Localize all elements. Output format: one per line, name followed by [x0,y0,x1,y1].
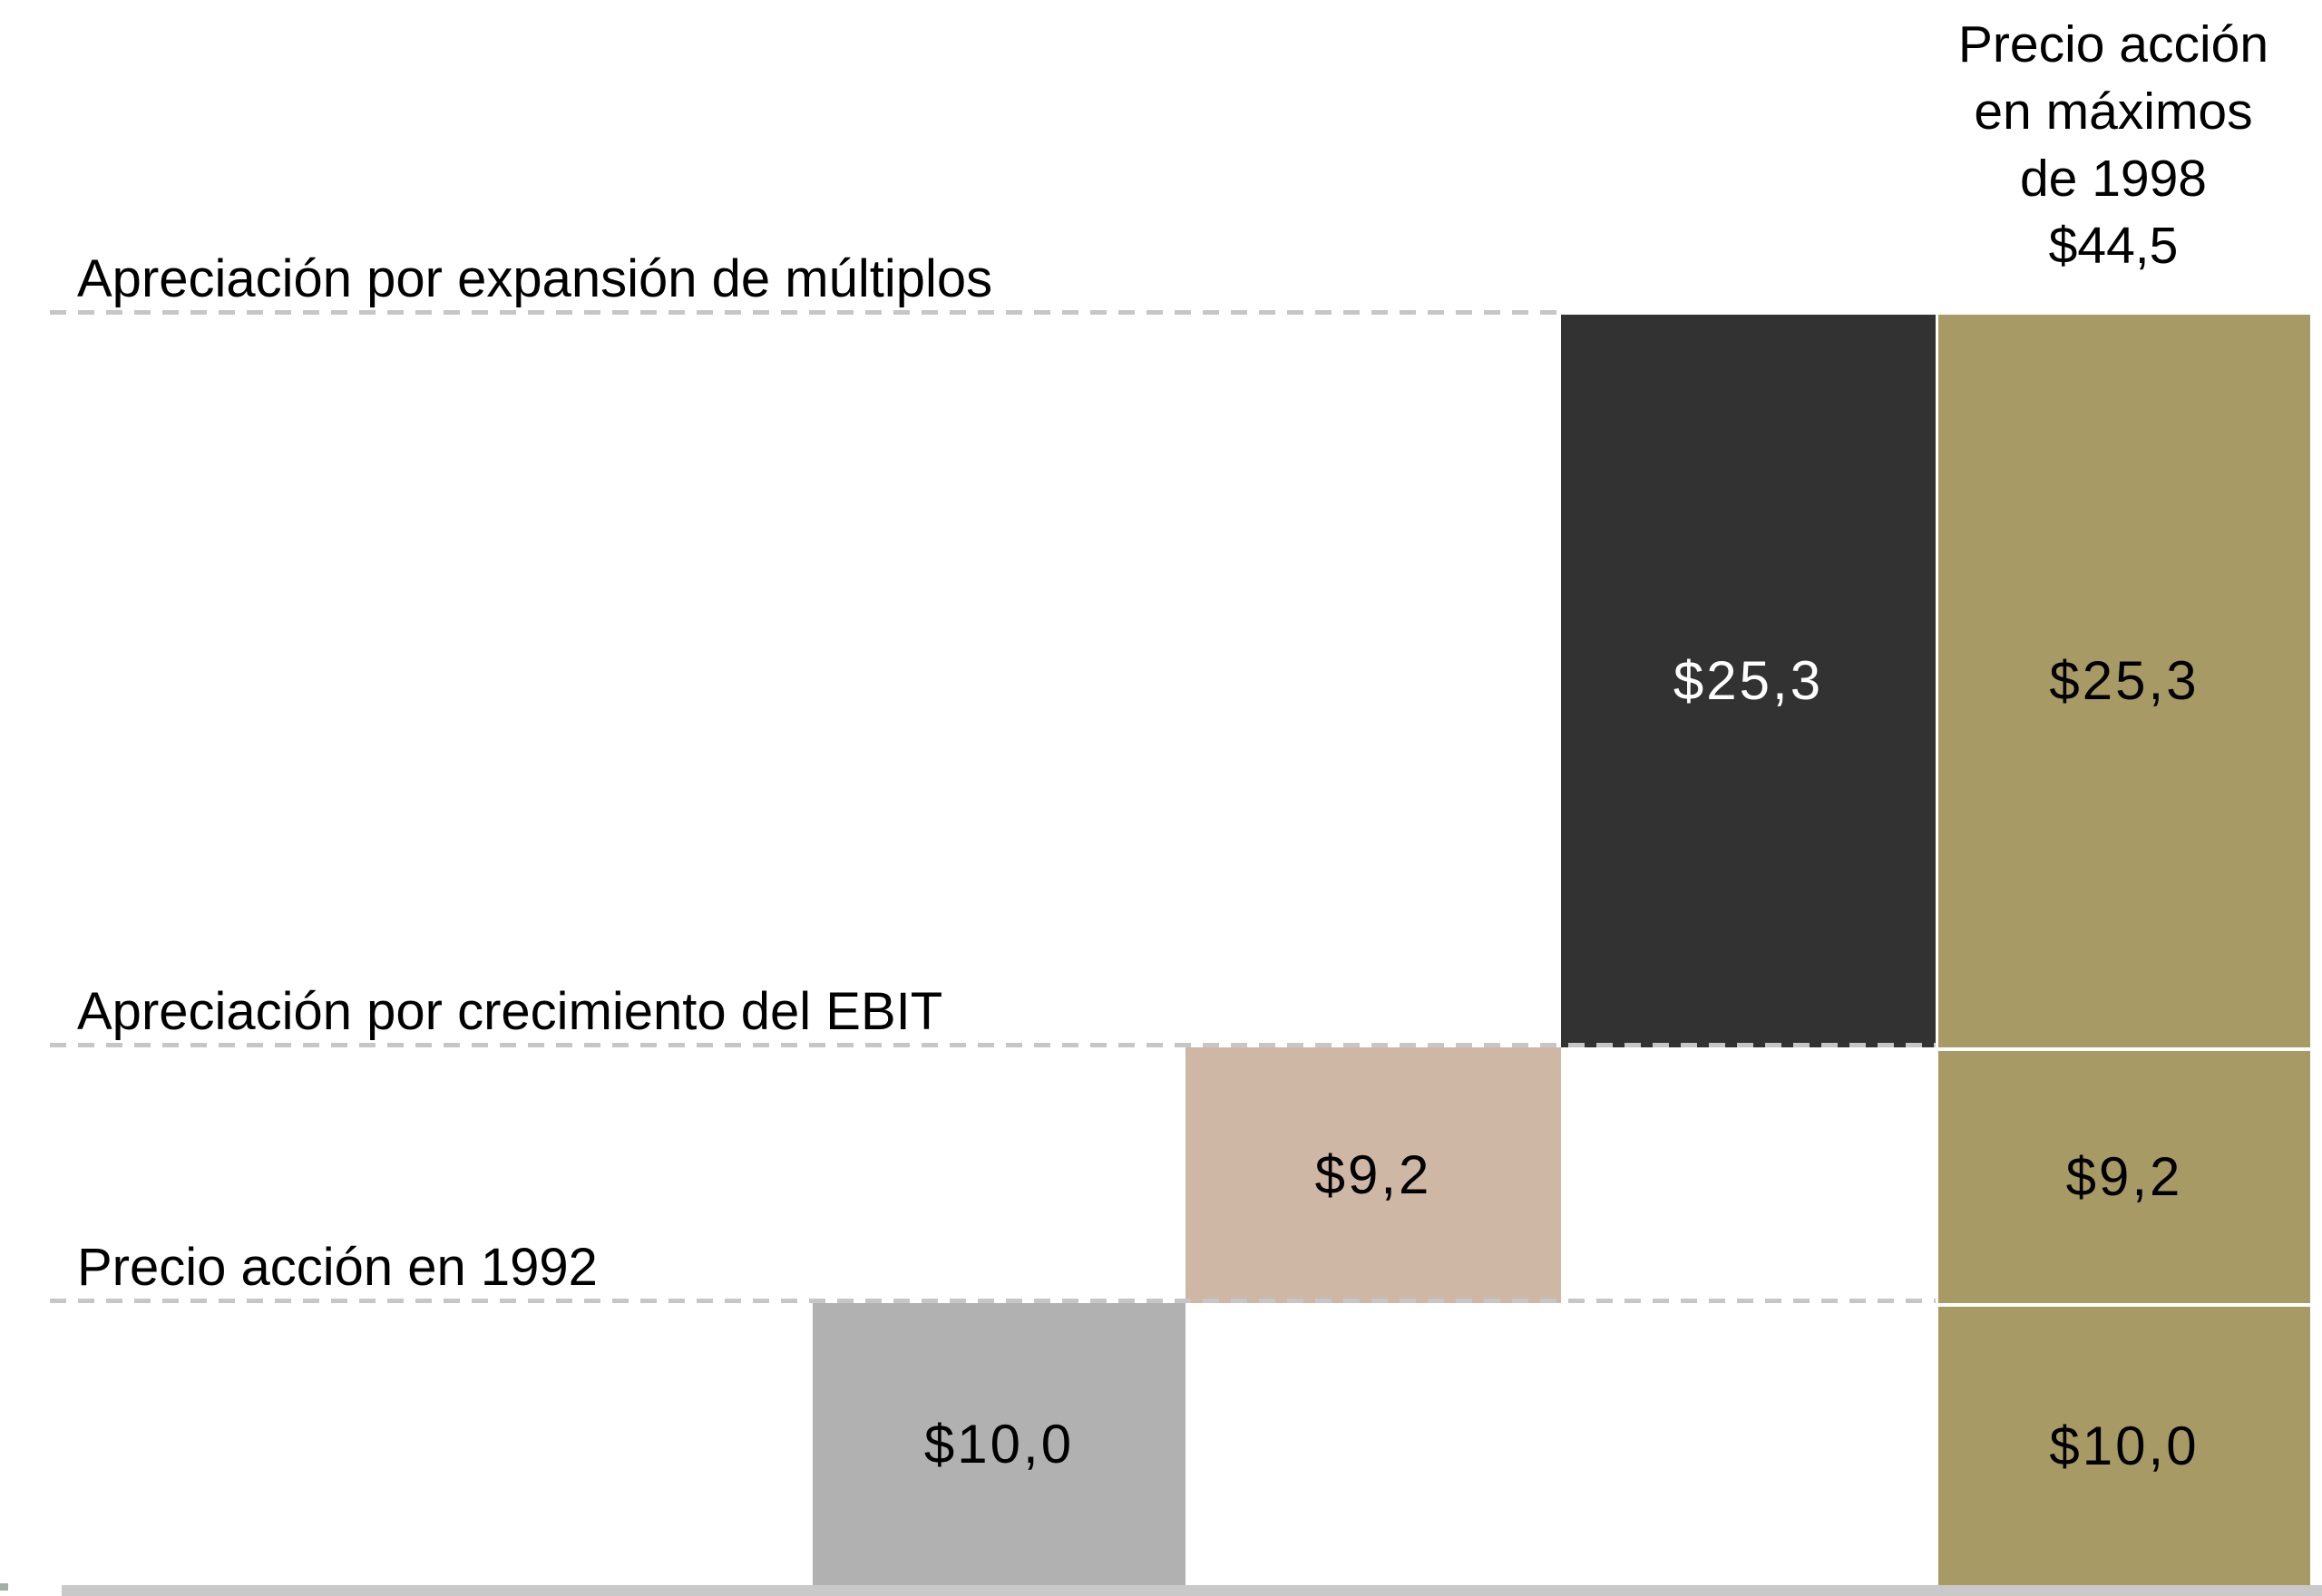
bar-ebit-growth: $9,2 [1185,1047,1561,1303]
total-segment-value-multiples: $25,3 [2049,650,2200,711]
category-label-ebit: Apreciación por crecimiento del EBIT [77,982,943,1041]
axis-corner-tick [0,1583,8,1591]
bar-total-1998: $25,3 $9,2 $10,0 [1938,315,2310,1585]
value-label-ebit: $9,2 [1314,1144,1432,1205]
total-header-line-3: de 1998 [2019,150,2208,208]
bar-base-1992: $10,0 [813,1303,1185,1585]
total-header-value: $44,5 [2048,217,2179,275]
dashed-level-line-ebit [50,1043,1936,1047]
total-header-line-1: Precio acción [1957,15,2269,73]
dashed-level-line-base [50,1299,1936,1303]
value-label-multiples: $25,3 [1673,650,1824,711]
dashed-level-line-multiples [50,310,1561,315]
value-label-base: $10,0 [923,1413,1075,1474]
total-header-line-2: en máximos [1974,83,2253,141]
total-segment-base: $10,0 [1938,1303,2310,1585]
total-column-header: Precio acción en máximos de 1998 $44,5 [1905,11,2322,279]
total-segment-value-ebit: $9,2 [2065,1146,2183,1207]
total-segment-multiples: $25,3 [1938,315,2310,1047]
total-segment-ebit: $9,2 [1938,1047,2310,1303]
total-segment-value-base: $10,0 [2049,1415,2200,1476]
x-axis-baseline [62,1585,2322,1596]
category-label-multiples: Apreciación por expansión de múltiplos [77,249,993,308]
category-label-base: Precio acción en 1992 [77,1238,598,1297]
bar-multiple-expansion: $25,3 [1561,315,1936,1047]
